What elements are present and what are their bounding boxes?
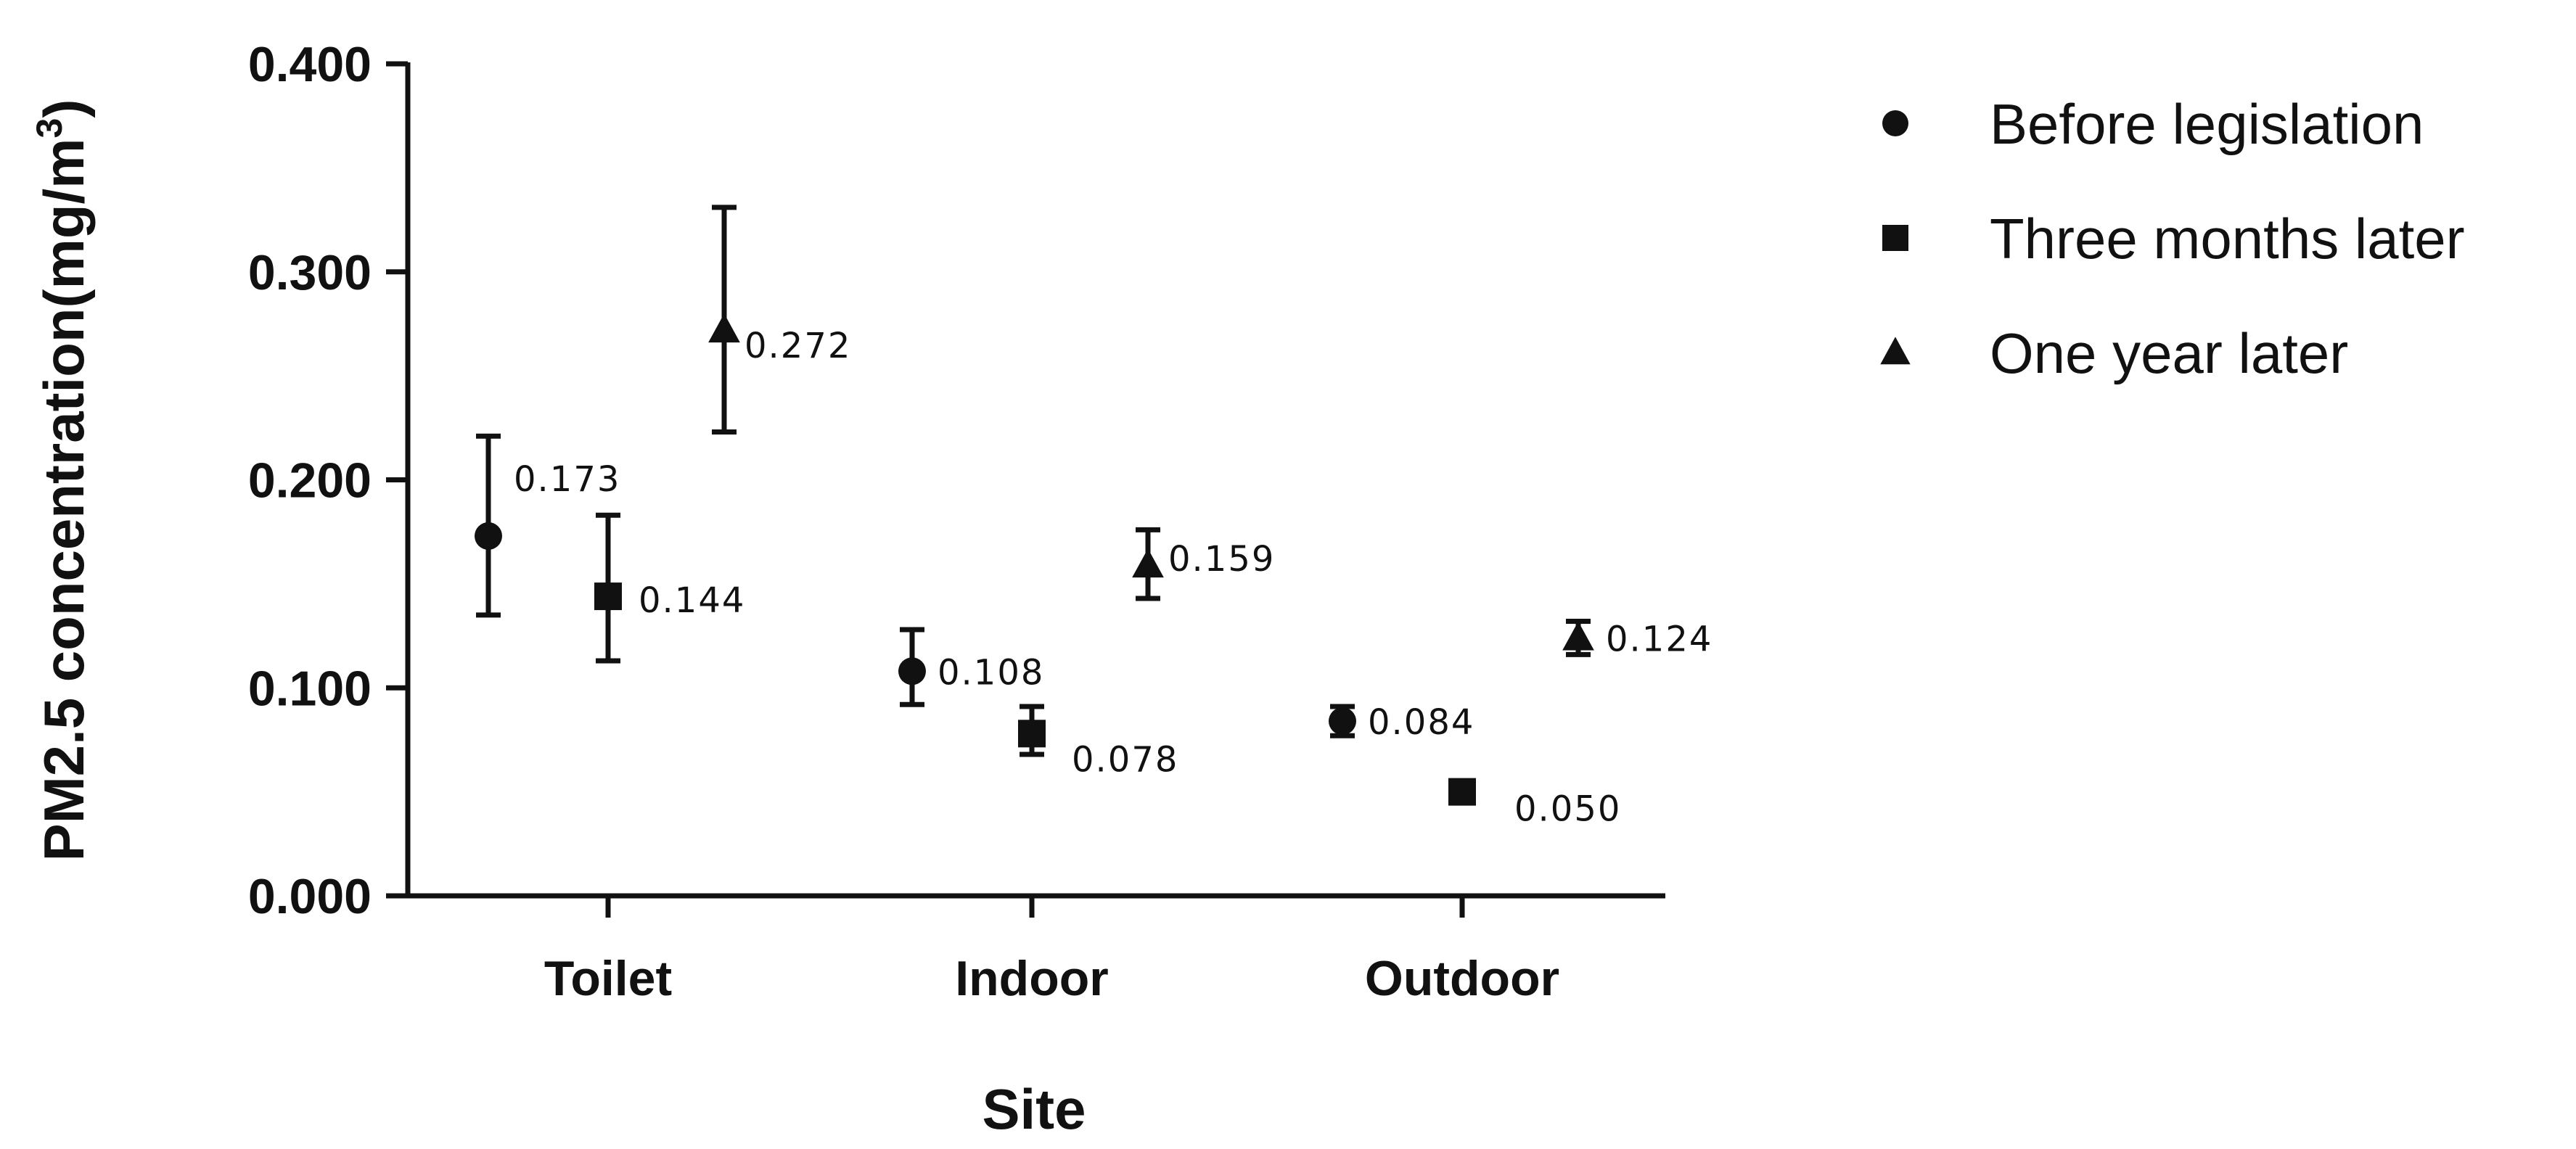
legend-label: Three months later — [1990, 207, 2465, 271]
triangle-marker — [1562, 621, 1594, 651]
y-tick-label: 0.300 — [248, 245, 372, 300]
series-square: 0.144 0.078 0.050 — [594, 512, 1621, 830]
y-axis-ticks: 0.000 0.100 0.200 0.300 0.400 — [248, 37, 408, 924]
square-marker — [1448, 778, 1476, 806]
circle-marker — [1882, 110, 1908, 136]
data-label: 0.084 — [1368, 702, 1474, 743]
square-marker — [1882, 225, 1908, 251]
x-tick-label: Outdoor — [1365, 951, 1559, 1006]
square-marker — [594, 582, 622, 611]
y-axis-title-close: ) — [32, 99, 96, 118]
data-label: 0.078 — [1072, 739, 1178, 780]
y-tick-label: 0.100 — [248, 661, 372, 716]
y-axis-title-superscript: 3 — [29, 118, 70, 139]
x-tick-label: Indoor — [955, 951, 1109, 1006]
series-circle: 0.173 0.108 0.084 — [475, 433, 1474, 743]
x-axis-ticks: Toilet Indoor Outdoor — [544, 896, 1559, 1006]
triangle-marker — [708, 313, 740, 343]
circle-marker — [898, 657, 926, 685]
y-tick-label: 0.000 — [248, 869, 372, 924]
x-axis-title: Site — [982, 1077, 1086, 1141]
series-triangle: 0.272 0.159 0.124 — [708, 205, 1712, 659]
y-axis-title: PM2.5 concentration(mg/m3) — [29, 99, 96, 862]
data-label: 0.159 — [1168, 539, 1275, 580]
data-label: 0.173 — [514, 459, 620, 500]
data-label: 0.108 — [938, 652, 1044, 693]
data-marks: 0.173 0.108 0.084 0.144 0.078 0.050 0.272 0.159… — [475, 205, 1712, 830]
triangle-marker — [1132, 548, 1164, 578]
data-label: 0.144 — [639, 580, 745, 621]
data-label: 0.124 — [1606, 619, 1712, 659]
data-label: 0.050 — [1514, 789, 1621, 830]
circle-marker — [1329, 707, 1356, 736]
square-marker — [1018, 720, 1046, 748]
legend-item: One year later — [1880, 321, 2348, 385]
x-tick-label: Toilet — [544, 951, 672, 1006]
legend-item: Three months later — [1882, 207, 2465, 271]
data-label: 0.272 — [745, 326, 851, 366]
y-axis-title-text: PM2.5 concentration(mg/m — [32, 138, 96, 861]
circle-marker — [475, 522, 502, 550]
triangle-marker — [1880, 337, 1911, 365]
y-tick-label: 0.200 — [248, 453, 372, 508]
y-tick-label: 0.400 — [248, 37, 372, 92]
legend-label: Before legislation — [1990, 92, 2424, 156]
legend-item: Before legislation — [1882, 92, 2424, 156]
legend: Before legislation Three months later One … — [1880, 92, 2465, 385]
legend-label: One year later — [1990, 321, 2348, 385]
